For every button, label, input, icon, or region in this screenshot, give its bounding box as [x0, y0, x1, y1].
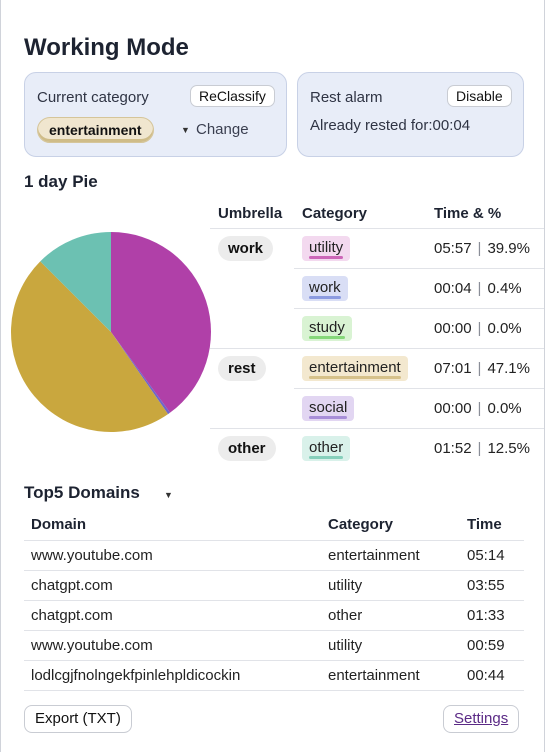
umbrella-badge: other	[218, 435, 276, 461]
divider: |	[477, 239, 482, 257]
divider: |	[477, 399, 482, 417]
category-percent: 0.0%	[487, 399, 522, 417]
domain-row: lodlcgjfnolngekfpinlehpldicockin entertai…	[24, 660, 524, 691]
domain-category-cell: entertainment	[321, 660, 460, 691]
rested-time-text: Already rested for:00:04	[310, 117, 471, 134]
domain-row: www.youtube.com utility 00:59	[24, 630, 524, 661]
pie-slice-other	[40, 232, 111, 332]
category-row: study 00:00 | 0.0%	[210, 307, 544, 348]
category-time: 00:04	[434, 279, 472, 297]
domain-domain-cell: chatgpt.com	[24, 600, 321, 631]
time-header: Time & %	[434, 205, 502, 223]
pie-slice-entertainment	[11, 261, 169, 432]
domain-row: chatgpt.com utility 03:55	[24, 570, 524, 601]
umbrella-header: Umbrella	[218, 205, 283, 223]
category-header: Category	[302, 205, 368, 223]
category-time: 07:01	[434, 359, 472, 377]
domain-header: Domain	[24, 510, 321, 541]
domain-time-cell: 00:59	[460, 630, 524, 661]
domain-domain-cell: www.youtube.com	[24, 540, 321, 571]
category-table: Umbrella Category Time & % work utility 05…	[210, 200, 544, 468]
reclassify-button[interactable]: ReClassify	[190, 85, 275, 107]
domain-category-cell: entertainment	[321, 540, 460, 571]
category-time: 01:52	[434, 439, 472, 457]
category-tag: social	[302, 395, 355, 421]
domains-table: Domain Category Time www.youtube.com ente…	[24, 510, 524, 691]
category-tag: study	[302, 315, 352, 341]
domain-domain-cell: chatgpt.com	[24, 570, 321, 601]
chevron-down-icon[interactable]: ▼	[164, 490, 173, 500]
domain-row: chatgpt.com other 01:33	[24, 600, 524, 631]
domain-category-cell: utility	[321, 570, 460, 601]
domain-time-cell: 03:55	[460, 570, 524, 601]
current-category-pill: entertainment	[37, 117, 154, 143]
rest-alarm-card: Rest alarm Disable Already rested for:00…	[297, 72, 524, 157]
domain-category-cell: utility	[321, 630, 460, 661]
page-title: Working Mode	[24, 34, 189, 61]
domain-row: www.youtube.com entertainment 05:14	[24, 540, 524, 571]
category-percent: 12.5%	[487, 439, 530, 457]
category-row: work 00:04 | 0.4%	[210, 267, 544, 308]
category-row: work utility 05:57 | 39.9%	[210, 227, 544, 348]
domain-domain-cell: lodlcgjfnolngekfpinlehpldicockin	[24, 660, 321, 691]
disable-alarm-button[interactable]: Disable	[447, 85, 512, 107]
category-row: other other 01:52 | 12.5%	[210, 427, 544, 468]
category-time: 05:57	[434, 239, 472, 257]
category-tag: work	[302, 275, 348, 301]
umbrella-badge: rest	[218, 355, 266, 381]
divider: |	[477, 439, 482, 457]
domain-category-cell: other	[321, 600, 460, 631]
divider: |	[477, 279, 482, 297]
domain-category-header: Category	[321, 510, 460, 541]
category-row: social 00:00 | 0.0%	[210, 387, 544, 428]
chevron-down-icon[interactable]: ▼	[181, 125, 190, 135]
category-percent: 0.0%	[487, 319, 522, 337]
settings-button[interactable]: Settings	[443, 705, 520, 733]
domain-domain-cell: www.youtube.com	[24, 630, 321, 661]
export-txt-button[interactable]: Export (TXT)	[24, 705, 132, 733]
domain-time-cell: 01:33	[460, 600, 524, 631]
category-row: rest entertainment 07:01 | 47.1%	[210, 347, 544, 428]
category-percent: 0.4%	[487, 279, 522, 297]
rest-alarm-label: Rest alarm	[310, 89, 383, 106]
divider: |	[477, 359, 482, 377]
umbrella-badge: work	[218, 235, 274, 261]
category-percent: 47.1%	[487, 359, 530, 377]
category-tag: utility	[302, 235, 351, 261]
current-category-label: Current category	[37, 89, 149, 106]
domain-time-cell: 00:44	[460, 660, 524, 691]
pie-section-title: 1 day Pie	[24, 172, 98, 191]
domain-time-cell: 05:14	[460, 540, 524, 571]
category-tag: entertainment	[302, 355, 408, 381]
category-time: 00:00	[434, 399, 472, 417]
top-domains-title: Top5 Domains	[24, 483, 140, 502]
category-tag: other	[302, 435, 351, 461]
category-time: 00:00	[434, 319, 472, 337]
domain-time-header: Time	[460, 510, 524, 541]
pie-chart	[11, 232, 211, 432]
current-category-card: Current category ReClassify entertainmen…	[24, 72, 287, 157]
pie-slice-utility	[111, 232, 211, 413]
divider: |	[477, 319, 482, 337]
pie-slice-work	[111, 332, 171, 415]
change-category-link[interactable]: Change	[196, 121, 249, 138]
category-percent: 39.9%	[487, 239, 530, 257]
